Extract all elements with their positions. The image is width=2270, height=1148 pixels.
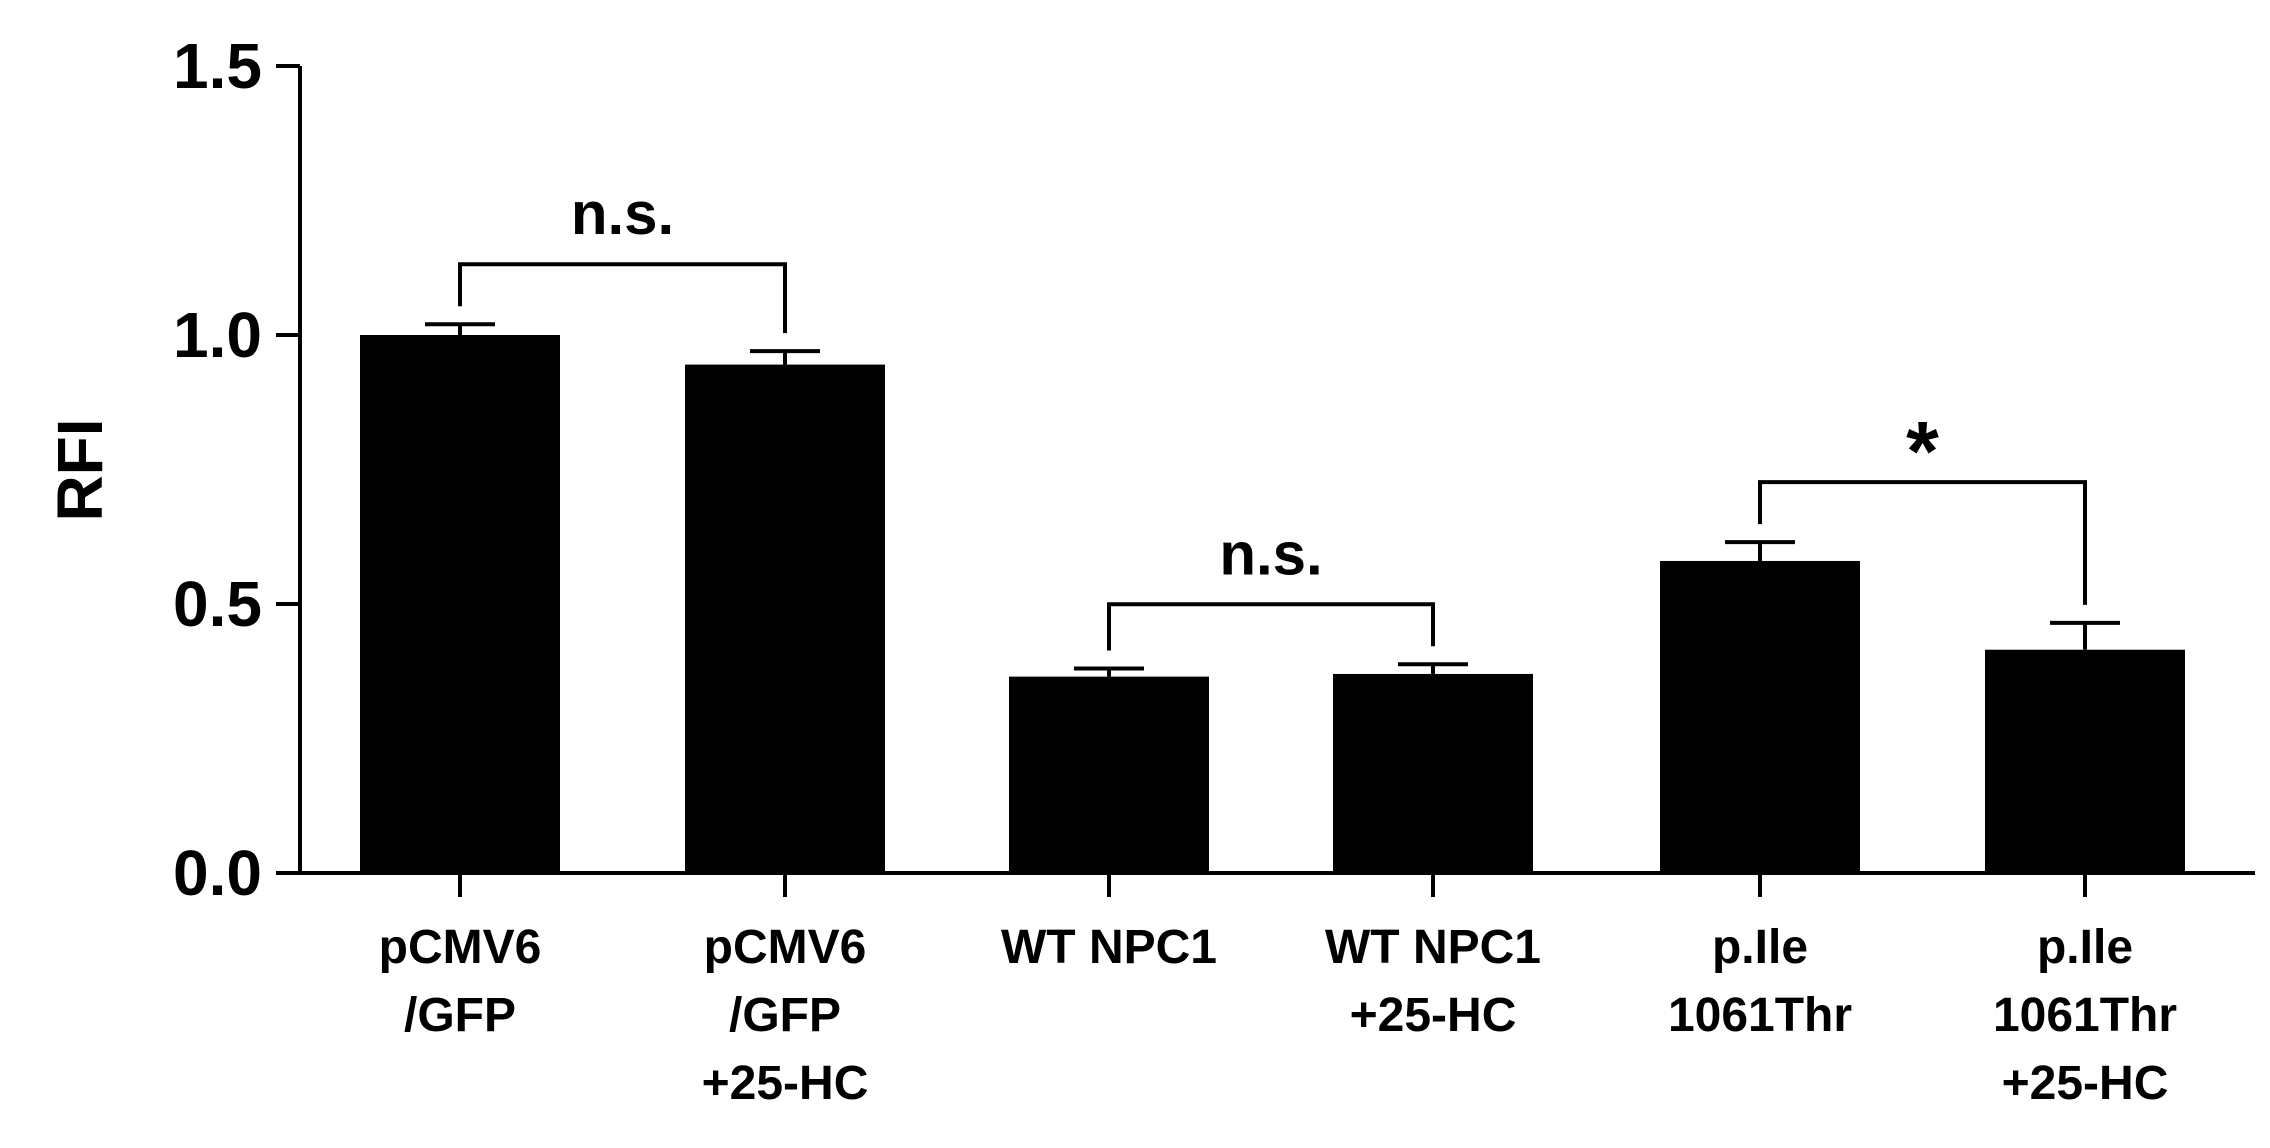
x-tick-label: WT NPC1 <box>1001 921 1217 974</box>
significance-label: n.s. <box>1219 520 1322 587</box>
x-tick-label: +25-HC <box>1350 989 1517 1042</box>
y-tick-label: 1.5 <box>173 30 262 102</box>
x-tick-label: pCMV6 <box>704 921 867 974</box>
significance-label: n.s. <box>571 180 674 247</box>
significance-brackets: n.s. n.s. * <box>458 180 2087 651</box>
bars <box>360 335 2185 873</box>
bar <box>685 364 885 873</box>
y-tick-label: 1.0 <box>173 299 262 371</box>
significance-bracket <box>1758 480 2087 605</box>
significance-label: * <box>1906 404 1939 498</box>
bar <box>1985 649 2185 873</box>
bar <box>1333 673 1533 873</box>
x-tick-label: +25-HC <box>702 1057 869 1110</box>
axes <box>276 64 2255 897</box>
significance-bracket <box>458 262 787 334</box>
bar <box>1009 676 1209 873</box>
x-tick-label: +25-HC <box>2002 1057 2169 1110</box>
y-tick-label: 0.5 <box>173 568 262 640</box>
significance-bracket <box>1107 602 1435 651</box>
error-bars <box>425 322 2120 677</box>
x-tick-label: 1061Thr <box>1993 989 2177 1042</box>
bar <box>360 335 560 873</box>
bar <box>1660 560 1860 873</box>
x-tick-label: /GFP <box>729 989 841 1042</box>
x-tick-label: 1061Thr <box>1668 989 1852 1042</box>
y-tick-label: 0.0 <box>173 837 262 909</box>
x-tick-label: WT NPC1 <box>1325 921 1541 974</box>
y-axis-label: RFI <box>44 418 116 521</box>
x-tick-label: pCMV6 <box>379 921 542 974</box>
x-tick-label: p.Ile <box>1712 921 1808 974</box>
tick-labels: 0.0 0.5 1.0 1.5 pCMV6/GFP pCMV6/GFP +25-HC WT N… <box>173 30 2177 1110</box>
x-tick-label: p.Ile <box>2037 921 2133 974</box>
x-tick-label: /GFP <box>404 989 516 1042</box>
